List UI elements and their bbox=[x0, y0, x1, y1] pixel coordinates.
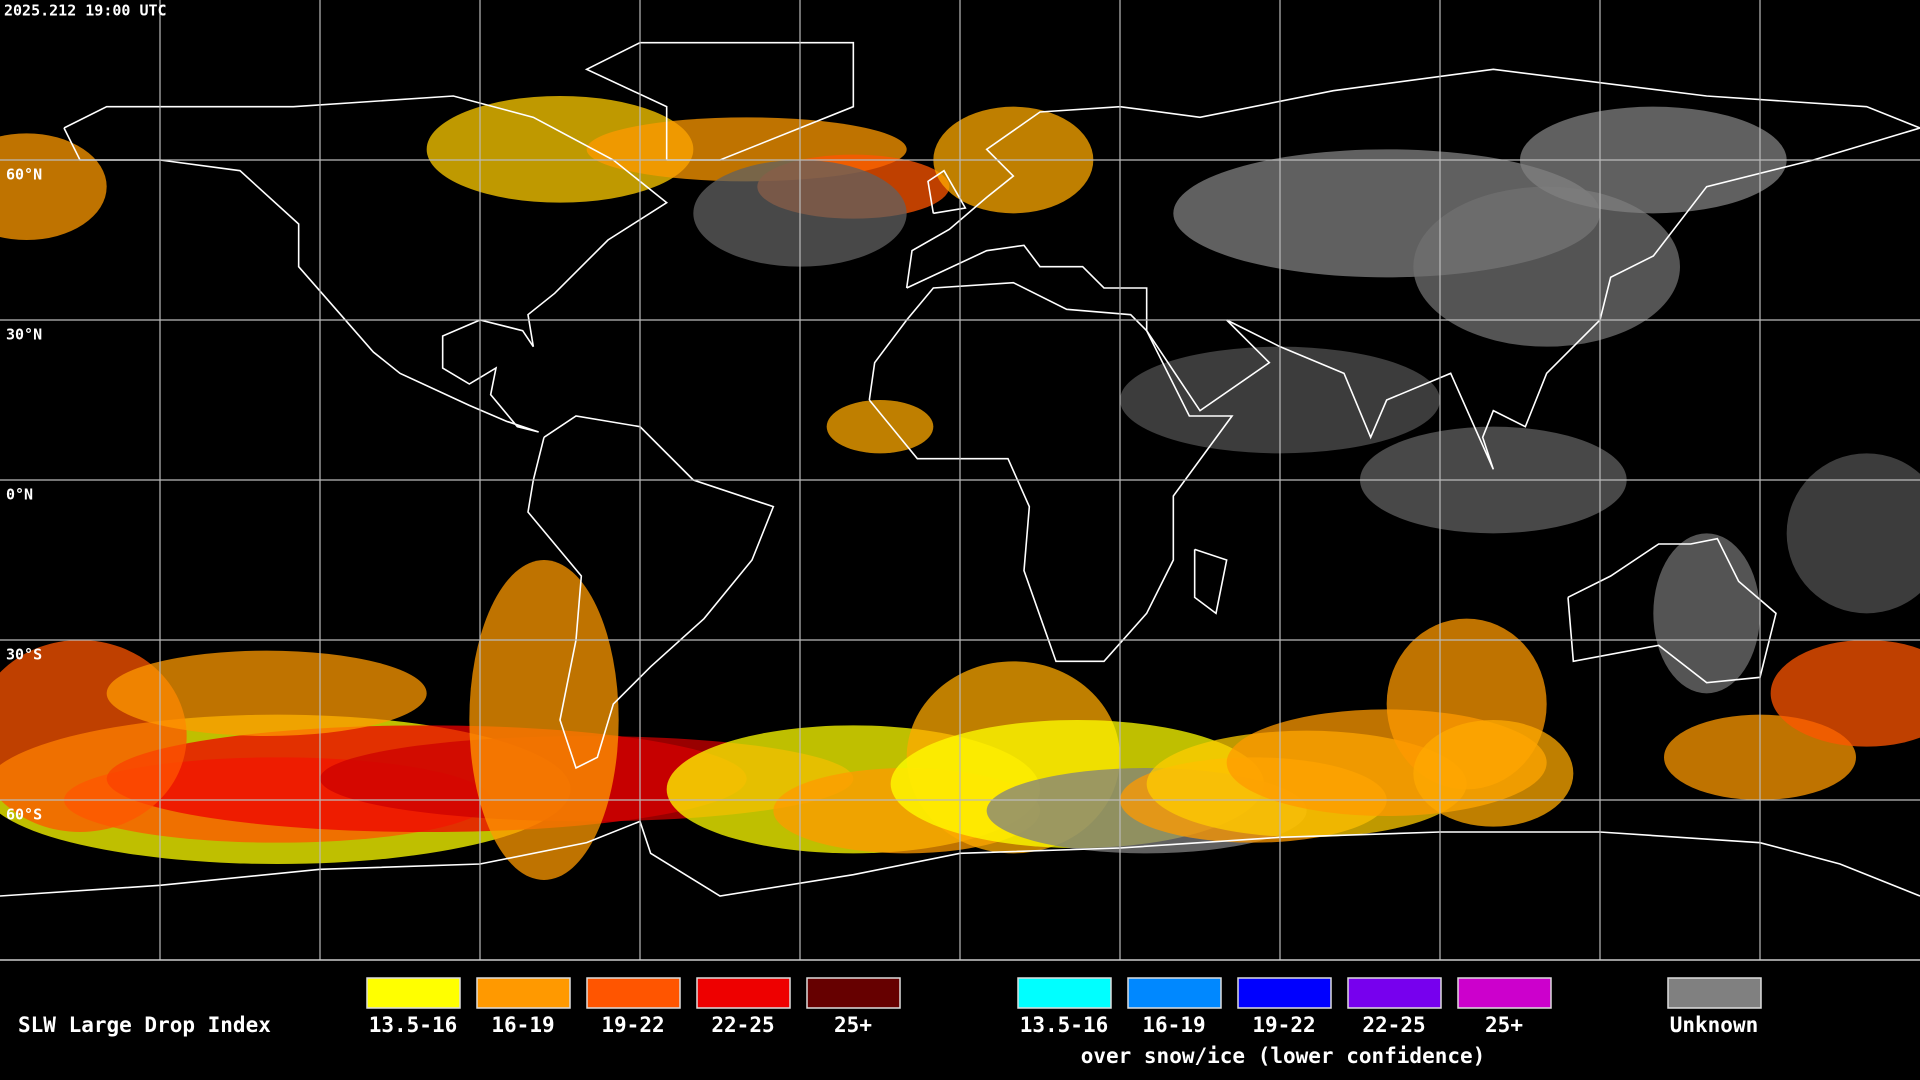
legend-label: 22-25 bbox=[711, 1013, 774, 1037]
cloud-patch bbox=[1413, 720, 1574, 827]
coastline bbox=[527, 415, 775, 770]
legend-swatch bbox=[1347, 977, 1442, 1009]
legend-swatch bbox=[696, 977, 791, 1009]
legend-label: 16-19 bbox=[1142, 1013, 1205, 1037]
latitude-label: 0°N bbox=[6, 486, 33, 504]
cloud-patch bbox=[826, 400, 934, 454]
latitude-label: 30°N bbox=[6, 326, 42, 344]
coastline bbox=[1193, 548, 1228, 615]
cloud-patch bbox=[1653, 533, 1760, 694]
legend-swatch bbox=[1457, 977, 1552, 1009]
coastline bbox=[1567, 537, 1777, 684]
legend-label: 25+ bbox=[1485, 1013, 1523, 1037]
cloud-patch bbox=[426, 96, 694, 203]
graticule bbox=[0, 0, 1920, 960]
cloud-patch bbox=[1413, 186, 1680, 347]
latitude-labels: 60°N 30°N 0°N 30°S 60°S bbox=[6, 166, 42, 824]
coastline bbox=[927, 169, 967, 215]
legend: SLW Large Drop Index 13.5-16 16-19 19-22 22… bbox=[18, 977, 1762, 1068]
legend-swatch bbox=[806, 977, 901, 1009]
legend-swatch bbox=[366, 977, 461, 1009]
cloud-patch bbox=[1786, 453, 1920, 614]
coastline bbox=[584, 41, 855, 161]
timestamp: 2025.212 19:00 UTC bbox=[4, 2, 167, 20]
coastline bbox=[63, 95, 669, 433]
coastline bbox=[868, 281, 1234, 663]
legend-label: Unknown bbox=[1670, 1013, 1759, 1037]
legend-caption: over snow/ice (lower confidence) bbox=[1081, 1044, 1486, 1068]
latitude-label: 60°S bbox=[6, 806, 42, 824]
legend-label: 19-22 bbox=[601, 1013, 664, 1037]
legend-swatch bbox=[1127, 977, 1222, 1009]
coastline bbox=[905, 68, 1920, 470]
legend-label: 13.5-16 bbox=[1020, 1013, 1109, 1037]
legend-swatch bbox=[1237, 977, 1332, 1009]
legend-title: SLW Large Drop Index bbox=[18, 1013, 271, 1037]
legend-label: 19-22 bbox=[1252, 1013, 1315, 1037]
coastlines bbox=[0, 41, 1920, 897]
legend-label: 13.5-16 bbox=[369, 1013, 458, 1037]
legend-swatch bbox=[586, 977, 681, 1009]
latitude-label: 30°S bbox=[6, 646, 42, 664]
cloud-patch bbox=[469, 560, 619, 880]
legend-label: 25+ bbox=[834, 1013, 872, 1037]
legend-label: 22-25 bbox=[1362, 1013, 1425, 1037]
coastline bbox=[0, 820, 1920, 897]
legend-swatch bbox=[1667, 977, 1762, 1009]
legend-swatch bbox=[1017, 977, 1112, 1009]
legend-label: 16-19 bbox=[491, 1013, 554, 1037]
latitude-label: 60°N bbox=[6, 166, 42, 184]
legend-swatch bbox=[476, 977, 571, 1009]
cloud-patch bbox=[106, 650, 427, 736]
cloud-patch bbox=[1770, 640, 1920, 747]
